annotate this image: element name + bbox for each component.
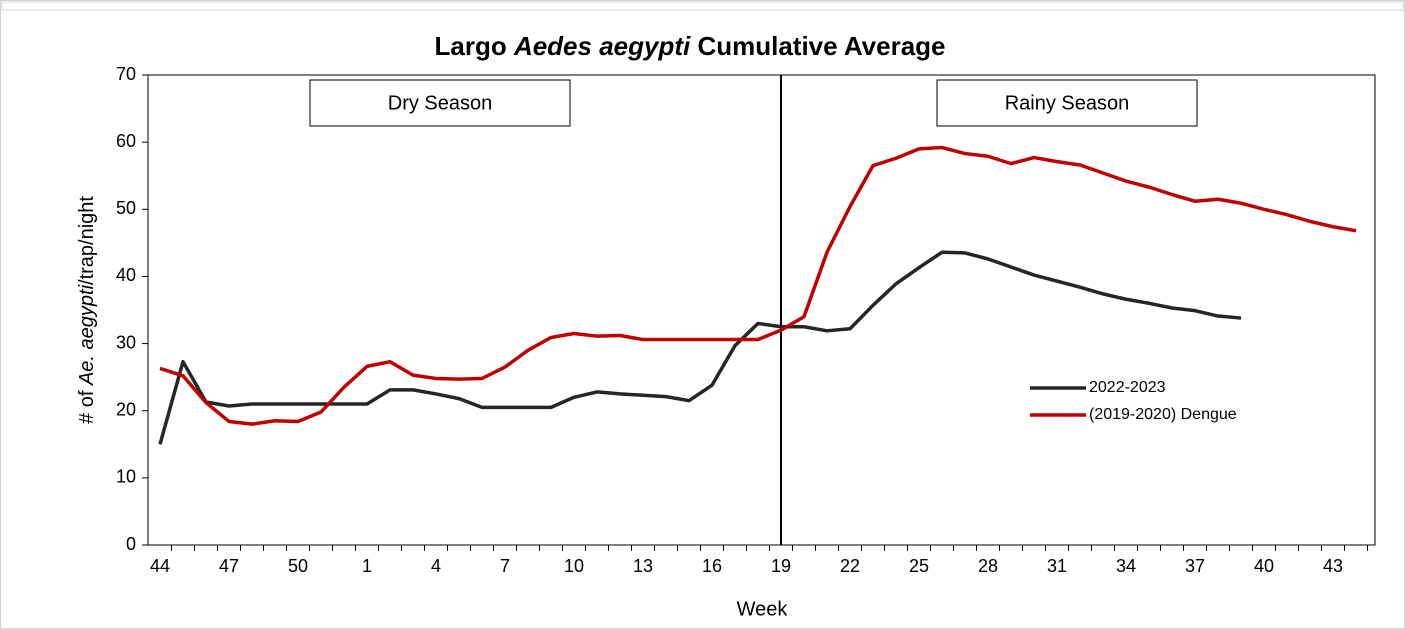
series-line — [159, 145, 1357, 426]
x-tick-label: 31 — [1047, 556, 1067, 576]
x-tick-label: 25 — [909, 556, 929, 576]
annotation-box — [309, 79, 571, 127]
legend-label: 2022-2023 — [1089, 379, 1166, 396]
x-tick-label: 19 — [771, 556, 791, 576]
y-tick-label: 40 — [116, 265, 136, 285]
x-tick-label: 47 — [219, 556, 239, 576]
y-label-part: Ae. aegypti — [76, 284, 98, 386]
annotation: Rainy Season — [1005, 92, 1130, 114]
y-label-part: /trap/night — [76, 196, 98, 285]
y-tick-label: 0 — [126, 534, 136, 554]
series-line — [158, 250, 1242, 445]
x-tick-label: 22 — [840, 556, 860, 576]
title-part: Largo — [434, 31, 513, 61]
annotation-box — [936, 79, 1198, 127]
title-part: Cumulative Average — [690, 31, 945, 61]
x-tick-label: 50 — [288, 556, 308, 576]
y-tick-label: 70 — [116, 64, 136, 84]
x-tick-label: 37 — [1185, 556, 1205, 576]
x-tick-label: 44 — [150, 556, 170, 576]
x-tick-label: 40 — [1254, 556, 1274, 576]
x-tick-label: 4 — [431, 556, 441, 576]
chart-title: Largo Aedes aegypti Cumulative Average — [434, 31, 945, 61]
title-part: Aedes aegypti — [513, 31, 691, 61]
x-tick-label: 16 — [702, 556, 722, 576]
x-tick-label: 34 — [1116, 556, 1136, 576]
y-tick-label: 20 — [116, 399, 136, 419]
top-strip — [1, 1, 1404, 11]
x-tick-label: 7 — [500, 556, 510, 576]
plot-area — [147, 74, 1376, 546]
y-label-part: # of — [76, 385, 98, 424]
y-tick-label: 50 — [116, 198, 136, 218]
x-axis-label: Week — [737, 598, 789, 620]
x-tick-label: 1 — [362, 556, 372, 576]
x-tick-label: 13 — [633, 556, 653, 576]
annotation: Dry Season — [388, 92, 493, 114]
x-tick-label: 43 — [1323, 556, 1343, 576]
legend-label: (2019-2020) Dengue — [1089, 406, 1237, 423]
x-tick-label: 10 — [564, 556, 584, 576]
y-tick-label: 10 — [116, 467, 136, 487]
y-axis-label: # of Ae. aegypti/trap/night — [76, 196, 98, 424]
y-tick-label: 30 — [116, 332, 136, 352]
y-tick-label: 60 — [116, 131, 136, 151]
x-tick-label: 28 — [978, 556, 998, 576]
